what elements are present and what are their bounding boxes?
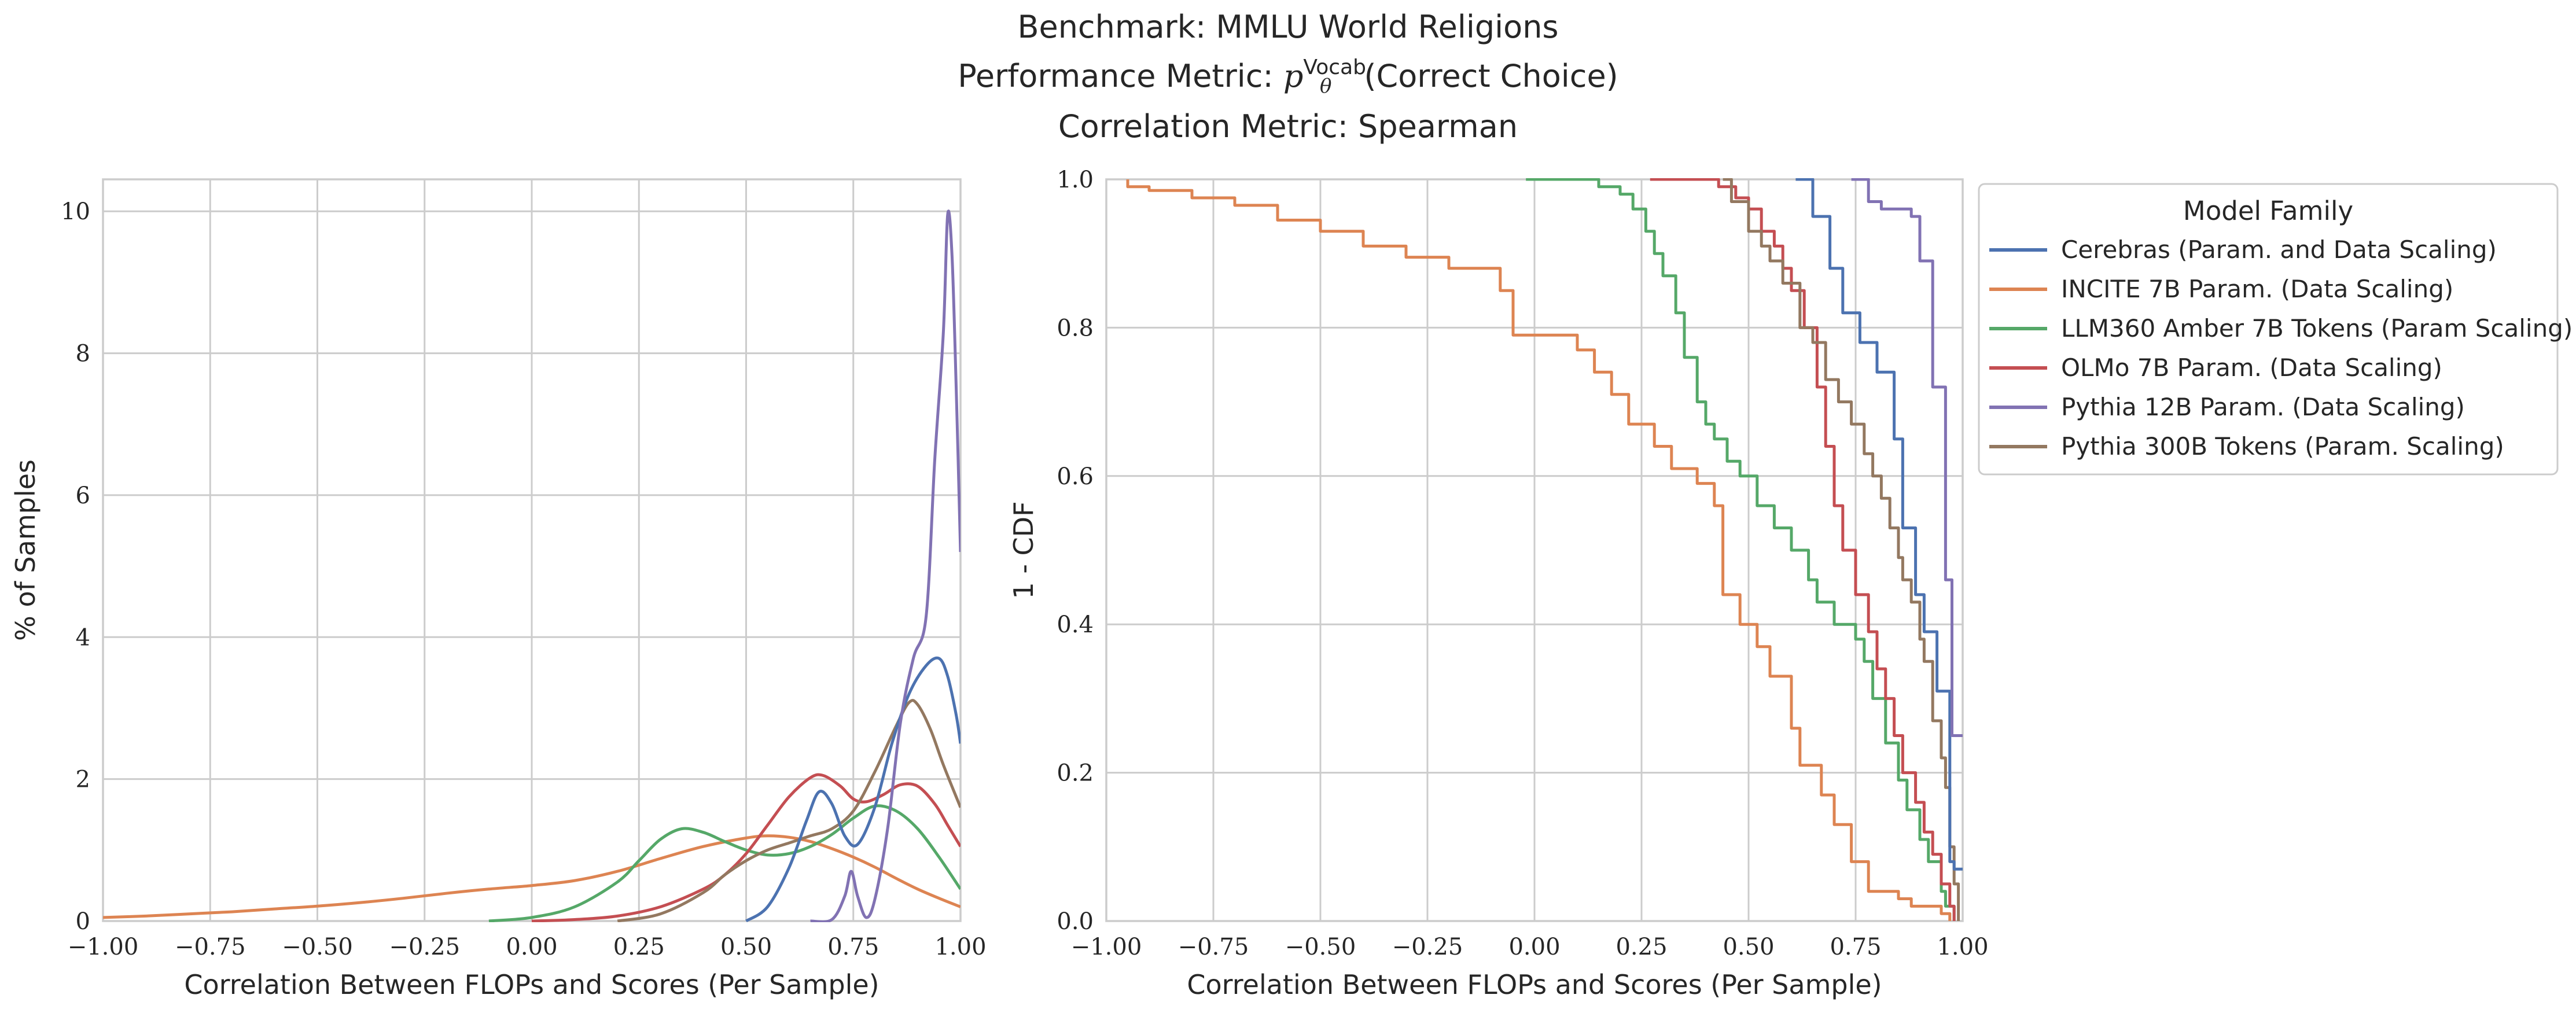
x-tick-label: −0.25 <box>1392 934 1463 960</box>
metric-p: p <box>1283 58 1304 94</box>
title-performance-metric: Performance Metric: pVocabθ (Correct Choi… <box>0 47 2576 106</box>
x-tick-label: −1.00 <box>1071 934 1142 960</box>
y-tick-label: 10 <box>61 198 90 225</box>
series-line-olmo <box>531 773 961 922</box>
x-axis-label: Correlation Between FLOPs and Scores (Pe… <box>1187 969 1882 1000</box>
metric-sup: Vocab <box>1303 56 1366 79</box>
x-tick-label: 0.75 <box>1830 934 1881 960</box>
y-tick-label: 0.4 <box>1057 612 1094 638</box>
x-tick-label: 1.00 <box>934 934 986 960</box>
y-tick-label: 1.0 <box>1057 167 1094 193</box>
y-axis-label: % of Samples <box>10 459 41 641</box>
x-axis-label: Correlation Between FLOPs and Scores (Pe… <box>184 969 879 1000</box>
y-tick-label: 8 <box>76 341 90 367</box>
legend-entry-llm360: LLM360 Amber 7B Tokens (Param Scaling) <box>2061 314 2573 342</box>
title-metric-prefix: Performance Metric: <box>958 58 1283 94</box>
figure-title: Benchmark: MMLU World Religions Performa… <box>0 7 2576 147</box>
y-tick-label: 6 <box>76 482 90 509</box>
title-correlation-metric: Correlation Metric: Spearman <box>1058 108 1518 145</box>
x-tick-label: 0.25 <box>1615 934 1667 960</box>
x-tick-label: −0.75 <box>175 934 246 960</box>
y-tick-label: 0 <box>76 908 90 935</box>
series-line-cerebras <box>745 656 961 922</box>
title-metric-suffix: (Correct Choice) <box>1364 58 1618 94</box>
series-line-cerebras <box>1795 178 1963 871</box>
legend: Model Family Cerebras (Param. and Data Sc… <box>1978 183 2573 476</box>
x-tick-label: −0.50 <box>282 934 353 960</box>
series-line-pythia12b <box>1851 178 1963 737</box>
legend-entry-pythia12b: Pythia 12B Param. (Data Scaling) <box>2061 393 2465 421</box>
kde-panel: −1.00 −0.75 −0.50 −0.25 0.00 0.25 0.50 0.75 1.00… <box>10 178 987 1000</box>
series-line-pythia12b <box>810 209 961 922</box>
legend-frame <box>1978 183 2559 476</box>
y-tick-label: 2 <box>76 767 90 793</box>
series-line-llm360 <box>1526 178 1956 921</box>
x-tick-label: 0.25 <box>613 934 665 960</box>
cdf-panel: −1.00 −0.75 −0.50 −0.25 0.00 0.25 0.50 0.75 1.00… <box>1008 167 1989 1000</box>
x-tick-label: −0.25 <box>389 934 460 960</box>
series-line-llm360 <box>488 804 961 922</box>
series-line-incite <box>103 834 961 919</box>
legend-entry-olmo: OLMo 7B Param. (Data Scaling) <box>2061 353 2442 382</box>
x-tick-label: 0.00 <box>506 934 557 960</box>
y-tick-label: 4 <box>76 624 90 651</box>
legend-entry-incite: INCITE 7B Param. (Data Scaling) <box>2061 275 2453 303</box>
x-tick-label: 0.00 <box>1508 934 1560 960</box>
title-metric-symbol: pVocabθ <box>1283 56 1366 98</box>
y-tick-label: 0.6 <box>1057 463 1094 490</box>
x-tick-label: 0.50 <box>1723 934 1774 960</box>
x-tick-label: −1.00 <box>68 934 139 960</box>
y-axis-label: 1 - CDF <box>1008 501 1039 599</box>
x-tick-label: −0.75 <box>1178 934 1249 960</box>
y-tick-label: 0.2 <box>1057 760 1094 787</box>
y-tick-label: 0.0 <box>1057 908 1094 935</box>
title-benchmark: Benchmark: MMLU World Religions <box>1017 9 1559 45</box>
series-line-pythia300b <box>1723 178 1960 921</box>
x-tick-label: 1.00 <box>1937 934 1988 960</box>
y-tick-label: 0.8 <box>1057 315 1094 341</box>
legend-title: Model Family <box>2183 196 2353 226</box>
x-tick-label: 0.50 <box>720 934 772 960</box>
x-tick-label: 0.75 <box>827 934 879 960</box>
series-line-pythia300b <box>617 699 961 922</box>
metric-sub: θ <box>1319 75 1332 98</box>
x-tick-label: −0.50 <box>1285 934 1356 960</box>
legend-entry-cerebras: Cerebras (Param. and Data Scaling) <box>2061 235 2497 264</box>
series-line-incite <box>1126 179 1952 921</box>
legend-entry-pythia300b: Pythia 300B Tokens (Param. Scaling) <box>2061 432 2504 461</box>
